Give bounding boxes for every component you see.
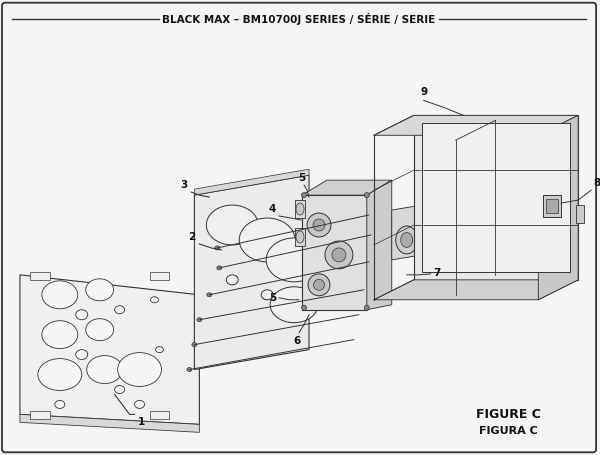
FancyBboxPatch shape bbox=[30, 411, 50, 420]
Ellipse shape bbox=[206, 205, 258, 245]
Ellipse shape bbox=[296, 231, 304, 243]
Ellipse shape bbox=[325, 241, 353, 269]
Polygon shape bbox=[374, 280, 578, 300]
Ellipse shape bbox=[42, 321, 78, 349]
Ellipse shape bbox=[151, 297, 158, 303]
Ellipse shape bbox=[118, 353, 161, 386]
Text: 5: 5 bbox=[298, 173, 305, 183]
Ellipse shape bbox=[197, 318, 202, 322]
FancyBboxPatch shape bbox=[302, 195, 367, 310]
Ellipse shape bbox=[261, 290, 273, 300]
Ellipse shape bbox=[270, 287, 318, 323]
FancyBboxPatch shape bbox=[30, 272, 50, 280]
FancyBboxPatch shape bbox=[2, 3, 596, 452]
Ellipse shape bbox=[134, 400, 145, 409]
Polygon shape bbox=[302, 180, 392, 195]
Polygon shape bbox=[538, 116, 578, 300]
FancyBboxPatch shape bbox=[413, 116, 578, 280]
Ellipse shape bbox=[364, 305, 370, 310]
Text: 3: 3 bbox=[180, 180, 187, 190]
Ellipse shape bbox=[115, 306, 125, 314]
Ellipse shape bbox=[76, 310, 88, 320]
Text: 7: 7 bbox=[434, 268, 441, 278]
Polygon shape bbox=[392, 205, 422, 260]
Text: 2: 2 bbox=[188, 232, 196, 242]
Ellipse shape bbox=[38, 359, 82, 390]
Text: 9: 9 bbox=[420, 87, 427, 97]
Ellipse shape bbox=[302, 192, 307, 197]
FancyBboxPatch shape bbox=[543, 195, 561, 217]
Ellipse shape bbox=[302, 305, 307, 310]
Text: FIGURE C: FIGURE C bbox=[476, 408, 541, 421]
FancyBboxPatch shape bbox=[295, 200, 305, 218]
Ellipse shape bbox=[55, 400, 65, 409]
Ellipse shape bbox=[155, 347, 163, 353]
Polygon shape bbox=[194, 169, 309, 195]
FancyBboxPatch shape bbox=[149, 272, 169, 280]
Ellipse shape bbox=[239, 218, 295, 262]
Text: 1: 1 bbox=[137, 417, 145, 427]
Polygon shape bbox=[374, 116, 578, 135]
Ellipse shape bbox=[42, 281, 78, 309]
Ellipse shape bbox=[86, 279, 113, 301]
Ellipse shape bbox=[364, 192, 370, 197]
FancyBboxPatch shape bbox=[576, 205, 584, 223]
FancyBboxPatch shape bbox=[546, 199, 558, 213]
Ellipse shape bbox=[401, 233, 413, 248]
Ellipse shape bbox=[266, 238, 322, 282]
Text: 8: 8 bbox=[593, 178, 600, 188]
Ellipse shape bbox=[307, 213, 331, 237]
Ellipse shape bbox=[192, 343, 197, 347]
Ellipse shape bbox=[187, 368, 192, 372]
Text: FIGURA C: FIGURA C bbox=[479, 426, 538, 436]
Ellipse shape bbox=[314, 279, 325, 290]
Ellipse shape bbox=[76, 349, 88, 359]
Ellipse shape bbox=[296, 203, 304, 215]
Text: BLACK MAX – BM10700J SERIES / SÉRIE / SERIE: BLACK MAX – BM10700J SERIES / SÉRIE / SE… bbox=[163, 13, 436, 25]
Polygon shape bbox=[20, 415, 199, 432]
FancyBboxPatch shape bbox=[149, 411, 169, 420]
Ellipse shape bbox=[87, 356, 122, 384]
Ellipse shape bbox=[332, 248, 346, 262]
Ellipse shape bbox=[115, 385, 125, 394]
FancyBboxPatch shape bbox=[422, 123, 570, 272]
Ellipse shape bbox=[207, 293, 212, 297]
Ellipse shape bbox=[308, 274, 330, 296]
Ellipse shape bbox=[217, 266, 222, 270]
FancyBboxPatch shape bbox=[295, 228, 305, 246]
Ellipse shape bbox=[313, 219, 325, 231]
Ellipse shape bbox=[215, 246, 220, 250]
Ellipse shape bbox=[86, 318, 113, 341]
Polygon shape bbox=[194, 175, 309, 369]
Text: 6: 6 bbox=[293, 336, 301, 346]
Ellipse shape bbox=[396, 226, 418, 254]
Polygon shape bbox=[367, 180, 392, 310]
Polygon shape bbox=[20, 275, 199, 425]
Text: 4: 4 bbox=[269, 204, 276, 214]
Ellipse shape bbox=[226, 275, 238, 285]
Text: 5: 5 bbox=[269, 293, 276, 303]
